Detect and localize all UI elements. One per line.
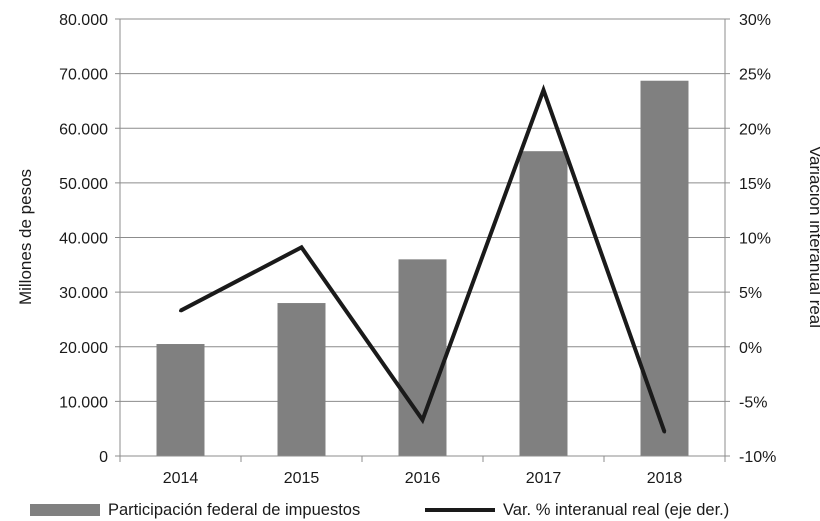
right-axis-ticks: -10% -5% 0% 5% 10% 15% 20% 25% 30% — [739, 12, 776, 466]
left-tick-label: 80.000 — [59, 12, 108, 29]
left-tick-label: 20.000 — [59, 340, 108, 357]
right-tick-label: -5% — [739, 394, 767, 411]
bar — [277, 303, 326, 456]
bar — [640, 80, 689, 456]
right-tick-label: 20% — [739, 121, 771, 138]
line-series — [179, 84, 667, 434]
x-axis-ticks: 2014 2015 2016 2017 2018 — [163, 470, 683, 487]
line-point — [179, 309, 182, 313]
left-tick-label: 50.000 — [59, 176, 108, 193]
axes — [115, 18, 730, 462]
right-tick-label: 30% — [739, 12, 771, 29]
x-tick-label: 2016 — [405, 470, 441, 487]
left-tick-label: 10.000 — [59, 394, 108, 411]
bar-series — [156, 80, 689, 456]
right-tick-label: 10% — [739, 231, 771, 248]
line-point — [421, 418, 424, 422]
legend-bar-swatch — [30, 504, 100, 516]
x-tick-label: 2018 — [647, 470, 683, 487]
legend-line-label: Var. % interanual real (eje der.) — [503, 501, 729, 519]
right-tick-label: 0% — [739, 340, 762, 357]
line-point — [542, 88, 545, 92]
left-tick-label: 0 — [99, 449, 108, 466]
bar — [519, 151, 568, 456]
bar — [398, 259, 447, 456]
right-tick-label: 15% — [739, 176, 771, 193]
x-tick-label: 2014 — [163, 470, 199, 487]
left-axis-title: Millones de pesos — [16, 169, 35, 305]
right-tick-label: -10% — [739, 449, 776, 466]
line-point — [663, 430, 666, 434]
right-axis-title: Variación interanual real — [806, 146, 820, 328]
left-tick-label: 30.000 — [59, 285, 108, 302]
bar — [156, 344, 205, 456]
right-tick-label: 5% — [739, 285, 762, 302]
left-axis-ticks: 0 10.000 20.000 30.000 40.000 50.000 60.000 70.… — [59, 12, 108, 466]
x-tick-label: 2015 — [284, 470, 320, 487]
x-tick-label: 2017 — [526, 470, 562, 487]
right-tick-label: 25% — [739, 67, 771, 84]
legend: Participación federal de impuestos Var. … — [30, 501, 729, 519]
legend-bar-label: Participación federal de impuestos — [108, 501, 360, 519]
line-point — [300, 245, 303, 249]
left-tick-label: 70.000 — [59, 67, 108, 84]
left-tick-label: 60.000 — [59, 121, 108, 138]
left-tick-label: 40.000 — [59, 231, 108, 248]
